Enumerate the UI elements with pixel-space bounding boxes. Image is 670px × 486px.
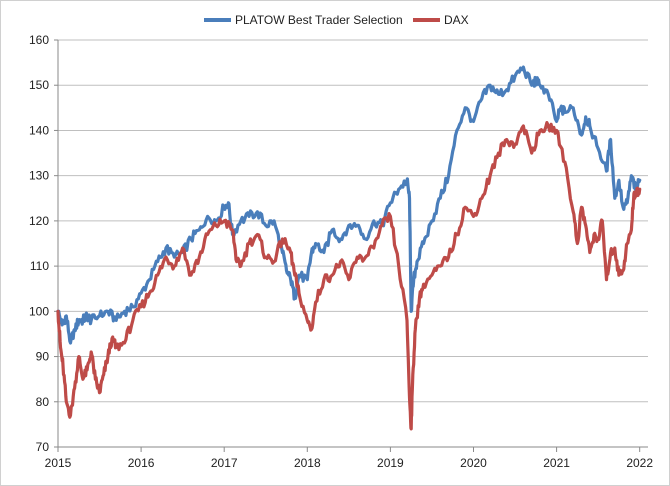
series-line-dax (56, 121, 642, 431)
y-tick-label: 70 (36, 440, 50, 454)
x-tick-label: 2019 (377, 456, 404, 470)
x-tick-label: 2021 (543, 456, 570, 470)
y-tick-label: 150 (29, 78, 49, 92)
x-tick-label: 2015 (45, 456, 72, 470)
y-tick-label: 90 (36, 350, 50, 364)
y-tick-label: 110 (30, 259, 49, 273)
x-tick-label: 2017 (211, 456, 238, 470)
y-tick-label: 130 (29, 169, 49, 183)
x-tick-label: 2018 (294, 456, 321, 470)
x-tick-label: 2016 (128, 456, 155, 470)
gridlines (58, 39, 648, 448)
y-tick-label: 160 (29, 33, 49, 47)
y-tick-label: 80 (36, 395, 50, 409)
axes: 70 80 90 100 110 120 130 140 150 160 2015 2016 2017 2… (29, 33, 653, 470)
y-tick-label: 120 (29, 214, 49, 228)
legend-label-dax: DAX (444, 13, 469, 27)
x-tick-label: 2020 (460, 456, 487, 470)
legend-label-platow: PLATOW Best Trader Selection (235, 13, 403, 27)
legend: PLATOW Best Trader Selection DAX (204, 13, 469, 27)
x-tick-label: 2022 (626, 456, 653, 470)
series-lines (56, 65, 642, 431)
series-line-platow (56, 65, 642, 345)
y-tick-label: 100 (29, 304, 49, 318)
y-tick-label: 140 (29, 123, 49, 137)
